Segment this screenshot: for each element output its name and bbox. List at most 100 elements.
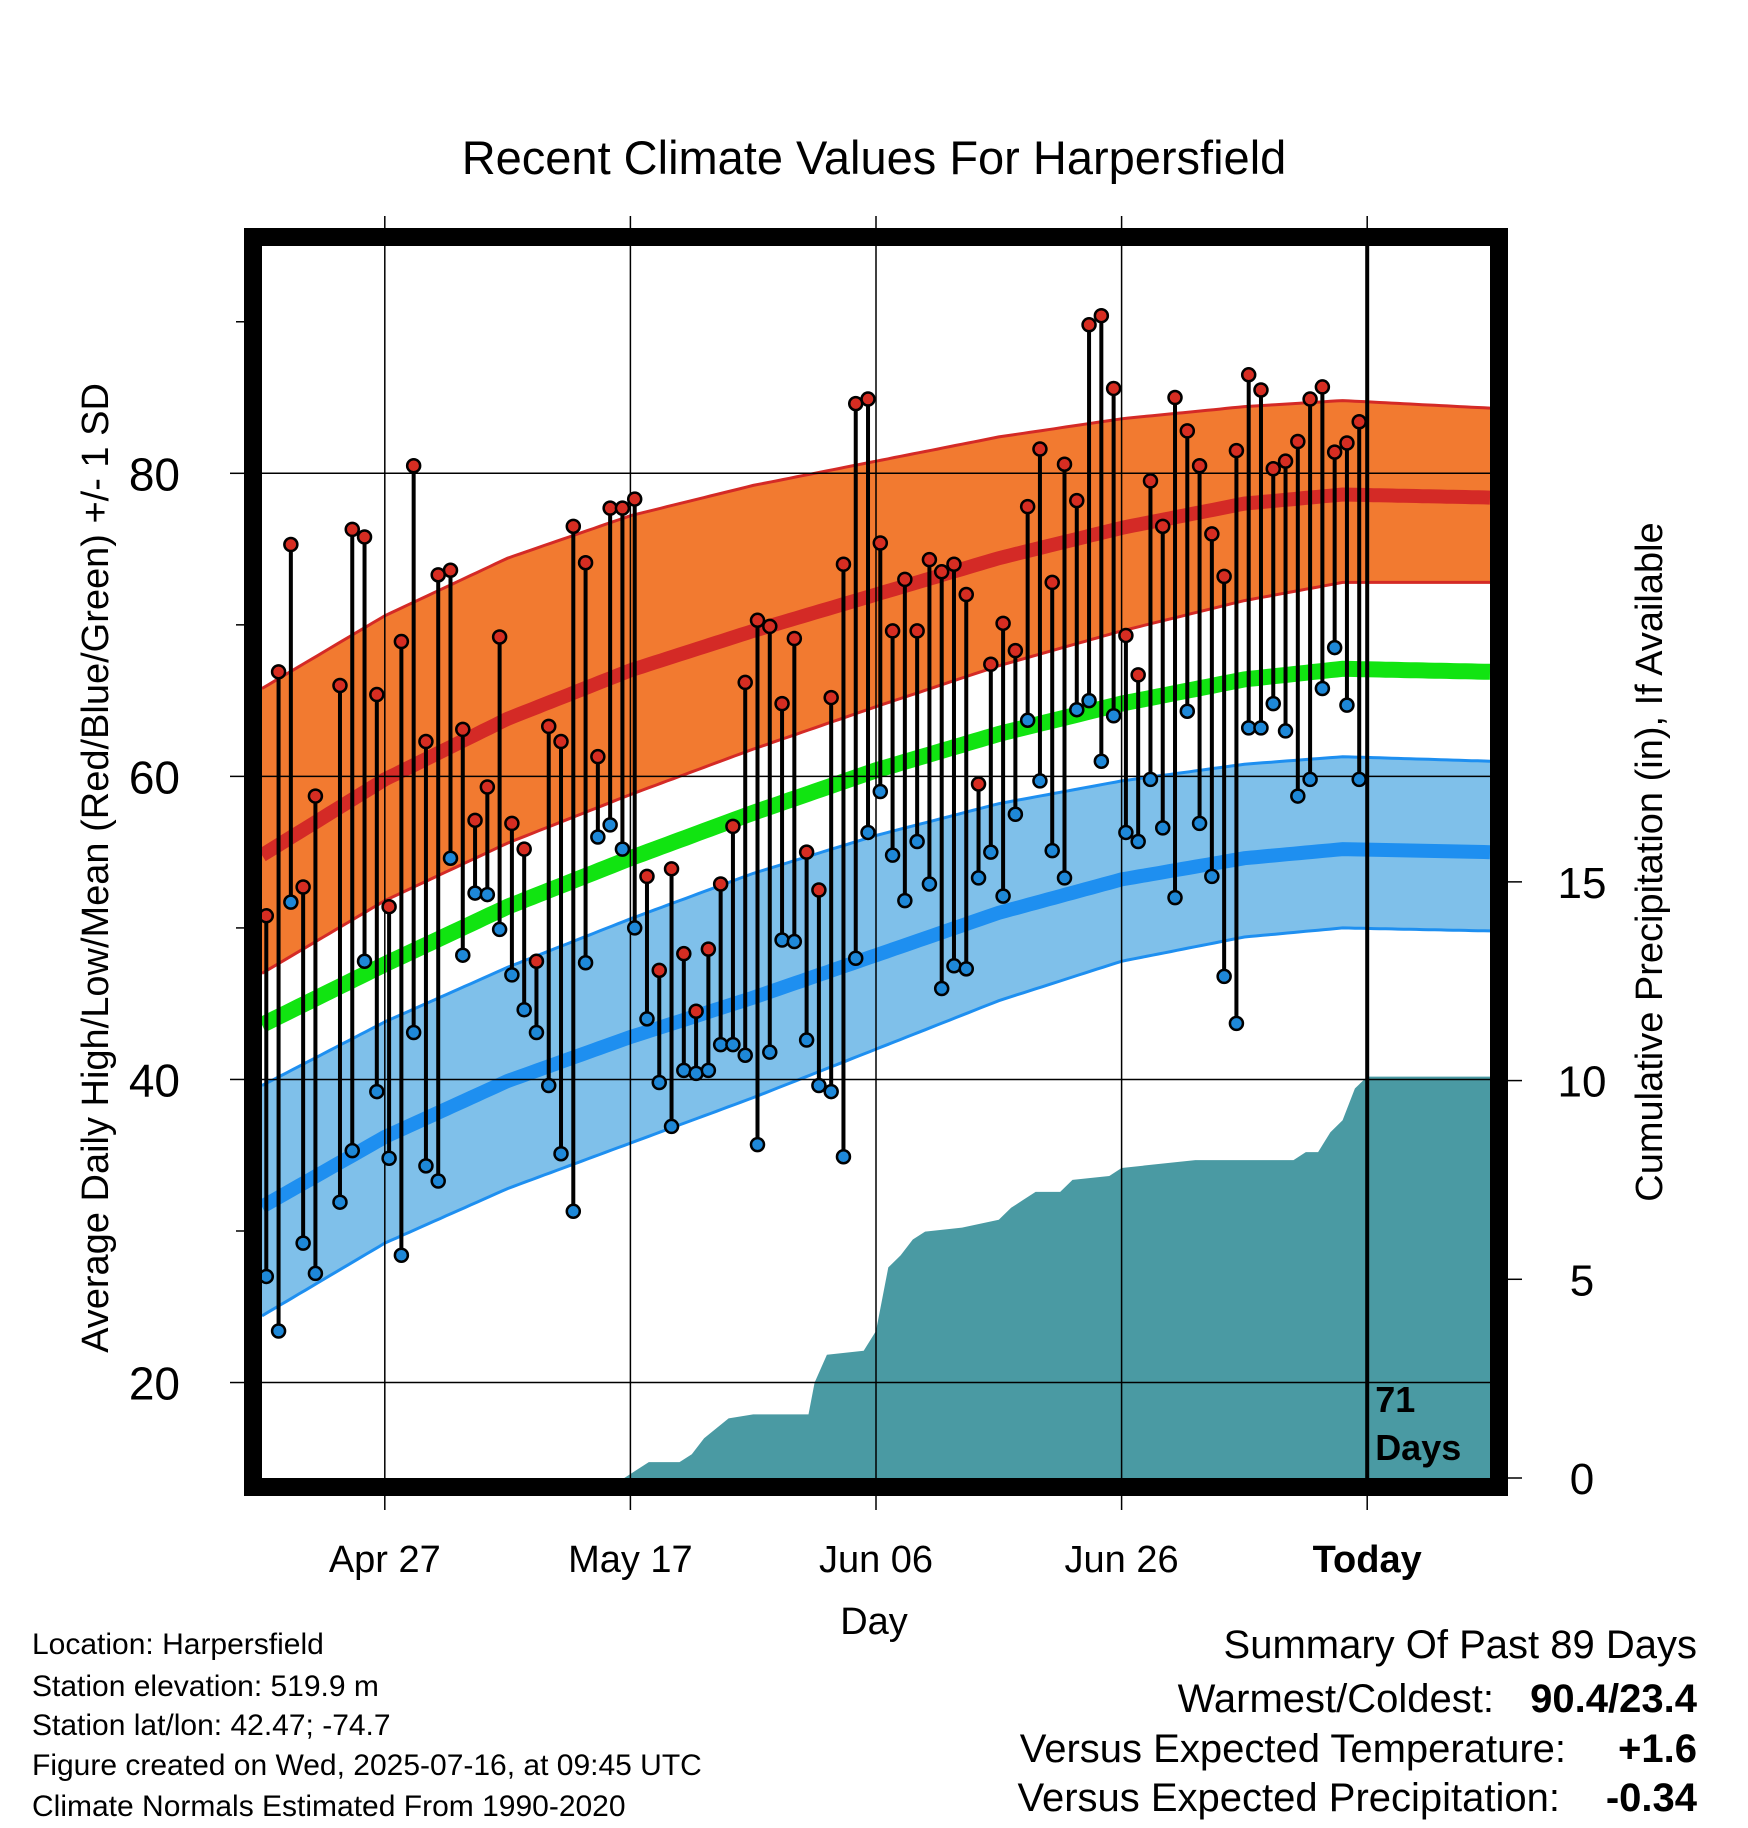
daily-low-point — [262, 1268, 275, 1285]
daily-high-point — [1228, 442, 1245, 459]
daily-high-point — [307, 788, 324, 804]
y-tick-label: 20 — [129, 1358, 180, 1410]
daily-high-point — [725, 818, 741, 835]
daily-low-point — [676, 1062, 692, 1079]
daily-low-point — [811, 1077, 827, 1094]
daily-low-point — [307, 1265, 324, 1282]
daily-low-point — [344, 1142, 361, 1159]
daily-high-point — [393, 633, 410, 650]
daily-high-point — [283, 536, 299, 553]
daily-high-point — [639, 868, 655, 885]
temp-label: Versus Expected Temperature: — [1020, 1727, 1566, 1771]
daily-low-point — [1130, 833, 1146, 850]
daily-high-point — [1056, 456, 1073, 472]
daily-high-point — [1179, 423, 1196, 439]
daily-low-point — [516, 1001, 532, 1018]
daily-low-point — [639, 1011, 655, 1027]
daily-high-point — [1130, 667, 1146, 683]
daily-low-point — [1277, 723, 1294, 739]
daily-low-point — [1253, 720, 1269, 736]
daily-low-point — [332, 1194, 348, 1210]
daily-low-point — [700, 1062, 717, 1079]
daily-high-point — [1326, 444, 1343, 460]
daily-high-point — [528, 953, 545, 970]
x-tick-label: Jun 26 — [1065, 1539, 1179, 1581]
daily-high-point — [651, 962, 668, 979]
daily-low-point — [614, 841, 631, 857]
y2-axis-label: Cumulative Precipitation (in), If Availa… — [1629, 522, 1671, 1201]
y-tick-label: 80 — [129, 448, 180, 500]
precip-value: -0.34 — [1606, 1776, 1698, 1820]
daily-high-point — [712, 876, 729, 892]
daily-low-point — [663, 1118, 680, 1135]
daily-low-point — [1302, 771, 1318, 788]
y2-tick-label: 0 — [1570, 1455, 1594, 1504]
daily-low-point — [295, 1235, 311, 1251]
daily-high-point — [1154, 518, 1171, 535]
daily-high-point — [614, 500, 631, 516]
y2-tick-label: 15 — [1558, 859, 1607, 908]
y2-tick-label: 5 — [1570, 1256, 1594, 1305]
daily-high-point — [504, 815, 520, 832]
daily-high-point — [590, 748, 606, 765]
location-text: Location: Harpersfield — [32, 1628, 324, 1661]
daily-low-point — [1154, 820, 1171, 836]
daily-high-point — [1253, 382, 1269, 398]
daily-high-point — [798, 844, 815, 860]
y-tick-label: 40 — [129, 1054, 180, 1106]
daily-high-point — [442, 562, 459, 579]
daily-high-point — [467, 812, 483, 829]
daily-low-point — [405, 1024, 422, 1041]
daily-high-point — [676, 945, 692, 962]
daily-low-point — [1032, 773, 1048, 789]
daily-low-point — [749, 1136, 766, 1153]
daily-low-point — [860, 824, 876, 841]
daily-high-point — [270, 664, 287, 680]
daily-low-point — [762, 1044, 778, 1060]
daily-high-point — [1204, 526, 1220, 542]
daily-high-point — [1302, 391, 1318, 407]
daily-low-point — [626, 920, 643, 936]
daily-low-point — [921, 876, 938, 892]
today-days-label: Days — [1375, 1427, 1461, 1468]
daily-high-point — [405, 457, 422, 474]
daily-high-point — [369, 686, 385, 703]
daily-high-point — [786, 630, 803, 647]
daily-high-point — [737, 674, 753, 691]
x-tick-label: Today — [1313, 1539, 1422, 1581]
daily-low-point — [1007, 806, 1024, 823]
daily-low-point — [909, 833, 925, 850]
daily-high-point — [1339, 435, 1355, 451]
daily-low-point — [565, 1203, 582, 1220]
daily-low-point — [1167, 889, 1183, 906]
daily-low-point — [1191, 815, 1208, 832]
daily-high-point — [1142, 473, 1159, 489]
daily-low-point — [1044, 842, 1060, 859]
summary-title: Summary Of Past 89 Days — [1224, 1623, 1697, 1667]
daily-low-point — [1105, 708, 1122, 724]
daily-high-point — [1240, 367, 1257, 383]
daily-low-point — [725, 1036, 741, 1053]
warmest-label: Warmest/Coldest: — [1178, 1677, 1494, 1721]
daily-low-point — [577, 955, 594, 971]
y-axis-label: Average Daily High/Low/Mean (Red/Blue/Gr… — [75, 383, 117, 1353]
daily-high-point — [995, 615, 1011, 632]
daily-low-point — [823, 1083, 839, 1100]
daily-low-point — [897, 892, 913, 909]
daily-low-point — [983, 844, 999, 860]
daily-high-point — [1290, 433, 1306, 450]
daily-low-point — [1228, 1015, 1245, 1032]
daily-low-point — [1093, 753, 1110, 769]
daily-low-point — [651, 1074, 668, 1091]
daily-low-point — [381, 1150, 397, 1167]
daily-high-point — [295, 879, 311, 895]
x-tick-label: May 17 — [568, 1539, 693, 1581]
daily-high-point — [626, 491, 643, 507]
daily-high-point — [1167, 389, 1183, 406]
daily-low-point — [872, 783, 889, 800]
daily-high-point — [933, 564, 950, 580]
daily-high-point — [1081, 317, 1097, 333]
daily-high-point — [921, 551, 938, 568]
daily-high-point — [774, 695, 790, 712]
